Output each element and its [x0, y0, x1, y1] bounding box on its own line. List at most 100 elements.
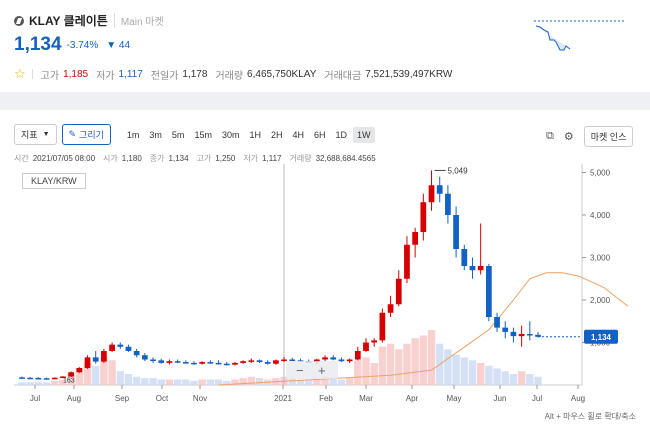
- volume-bar: [100, 357, 108, 385]
- candle-body[interactable]: [174, 361, 181, 363]
- candle-body[interactable]: [199, 362, 206, 364]
- x-tick-label: Sep: [115, 394, 130, 403]
- candle-body[interactable]: [412, 232, 419, 245]
- candle-body[interactable]: [387, 304, 394, 313]
- x-tick-label: May: [446, 394, 461, 403]
- candle-body[interactable]: [313, 359, 320, 363]
- candle-body[interactable]: [494, 317, 500, 328]
- market-index-button[interactable]: 마켓 인스: [583, 126, 634, 147]
- zoom-out-icon[interactable]: −: [296, 363, 304, 378]
- candle-body[interactable]: [461, 249, 468, 266]
- candle-body[interactable]: [125, 346, 132, 351]
- candle-body[interactable]: [518, 334, 525, 337]
- candle-body[interactable]: [84, 357, 91, 368]
- candle-body[interactable]: [240, 361, 247, 363]
- candle-body[interactable]: [133, 351, 140, 356]
- interval-1d[interactable]: 1D: [335, 129, 348, 140]
- candle-body[interactable]: [223, 363, 230, 366]
- draw-button[interactable]: ✎ 그리기: [61, 124, 111, 145]
- interval-1w[interactable]: 1W: [353, 126, 375, 143]
- candle-body[interactable]: [322, 357, 328, 360]
- candle-body[interactable]: [68, 372, 75, 377]
- interval-5m[interactable]: 5m: [171, 129, 185, 140]
- interval-15m[interactable]: 15m: [194, 129, 212, 140]
- candle-body[interactable]: [92, 357, 99, 362]
- candle-body[interactable]: [363, 342, 369, 352]
- candle-body[interactable]: [354, 351, 361, 360]
- candle-body[interactable]: [264, 362, 271, 364]
- interval-2h[interactable]: 2H: [270, 129, 283, 140]
- candle-body[interactable]: [215, 362, 222, 365]
- candle-body[interactable]: [404, 244, 410, 279]
- candle-body[interactable]: [535, 334, 541, 337]
- candle-body[interactable]: [453, 215, 459, 249]
- candle-body[interactable]: [27, 377, 34, 380]
- candle-body[interactable]: [502, 327, 509, 332]
- candle-body[interactable]: [371, 340, 378, 343]
- interval-1m[interactable]: 1m: [126, 129, 140, 140]
- candle-body[interactable]: [101, 351, 107, 362]
- volume-bar: [354, 360, 362, 385]
- candle-body[interactable]: [346, 359, 353, 362]
- candle-body[interactable]: [379, 312, 386, 341]
- candle-body[interactable]: [477, 266, 484, 271]
- candle-body[interactable]: [281, 359, 287, 362]
- popout-icon[interactable]: ⧉: [546, 130, 554, 142]
- candle-body[interactable]: [273, 360, 279, 364]
- interval-1h[interactable]: 1H: [249, 129, 261, 140]
- candle-body[interactable]: [141, 355, 148, 360]
- candlestick-chart[interactable]: 5,0004,0003,0002,0001,000JulAugSepOctNov…: [0, 160, 650, 416]
- interval-30m[interactable]: 30m: [221, 129, 240, 140]
- candle-body[interactable]: [256, 360, 263, 363]
- candle-body[interactable]: [166, 361, 173, 363]
- candle-body[interactable]: [338, 359, 345, 362]
- candle-body[interactable]: [526, 334, 533, 336]
- volume-bar: [444, 349, 452, 385]
- interval-4h[interactable]: 4H: [292, 129, 305, 140]
- candle-body[interactable]: [330, 357, 337, 360]
- candle-body[interactable]: [232, 362, 238, 365]
- candle-body[interactable]: [207, 362, 214, 364]
- price-row: 1,134 -3.74% ▼ 44: [14, 34, 130, 56]
- candle-body[interactable]: [445, 193, 451, 215]
- candle-body[interactable]: [60, 376, 66, 379]
- indicator-button[interactable]: 지표 ▼: [14, 124, 57, 145]
- candle-body[interactable]: [43, 378, 50, 380]
- candle-body[interactable]: [35, 377, 42, 380]
- volume-bar: [411, 338, 419, 385]
- candle-body[interactable]: [469, 266, 476, 271]
- interval-3m[interactable]: 3m: [149, 129, 162, 140]
- candle-body[interactable]: [150, 359, 156, 362]
- volume-bar: [493, 368, 501, 385]
- candle-body[interactable]: [510, 331, 517, 337]
- coin-name[interactable]: KLAY 클레이튼: [29, 14, 108, 28]
- interval-6h[interactable]: 6H: [314, 129, 326, 140]
- candle-body[interactable]: [158, 360, 165, 363]
- candle-body[interactable]: [485, 266, 492, 317]
- volume-value: 32,688,684.4565: [315, 154, 376, 163]
- candle-body[interactable]: [117, 344, 124, 347]
- volume-bar: [165, 379, 174, 385]
- candle-body[interactable]: [248, 360, 255, 362]
- favorite-star-icon[interactable]: ☆: [14, 66, 26, 81]
- open-label: 시가: [103, 154, 118, 163]
- candle-body[interactable]: [395, 278, 402, 305]
- candle-body[interactable]: [191, 362, 197, 365]
- volume-bar: [75, 368, 84, 385]
- settings-gear-icon[interactable]: ⚙: [563, 131, 574, 143]
- candle-body[interactable]: [76, 368, 83, 373]
- high-value: 1,250: [215, 154, 236, 163]
- volume-bar: [149, 378, 157, 385]
- candle-body[interactable]: [182, 362, 189, 364]
- candle-body[interactable]: [19, 377, 25, 379]
- x-tick-label: Aug: [67, 394, 81, 403]
- candle-body[interactable]: [420, 202, 427, 232]
- candle-body[interactable]: [289, 359, 296, 362]
- candle-body[interactable]: [51, 377, 58, 380]
- volume-bar: [460, 357, 468, 385]
- indicator-label: 지표: [21, 130, 38, 140]
- candle-body[interactable]: [109, 344, 115, 351]
- zoom-in-icon[interactable]: +: [318, 363, 326, 378]
- candle-body[interactable]: [428, 185, 435, 203]
- candle-body[interactable]: [436, 185, 443, 194]
